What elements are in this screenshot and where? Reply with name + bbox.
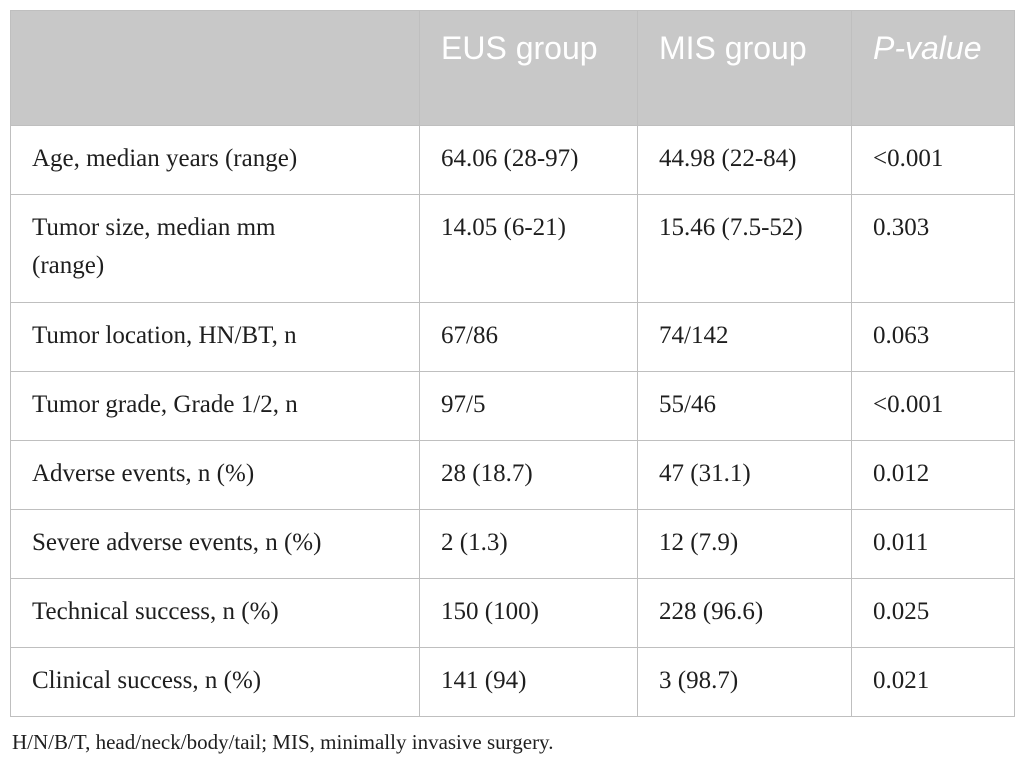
table-row: Tumor size, median mm (range) 14.05 (6-2… (10, 194, 1015, 303)
p-value: 0.011 (851, 509, 1015, 579)
table-row: Tumor grade, Grade 1/2, n 97/5 55/46 <0.… (10, 371, 1015, 441)
header-cell-mis-group: MIS group (637, 10, 852, 126)
mis-value: 15.46 (7.5-52) (637, 194, 852, 303)
p-value: 0.063 (851, 302, 1015, 372)
header-cell-p-value: P-value (851, 10, 1015, 126)
eus-value: 28 (18.7) (419, 440, 638, 510)
mis-value: 3 (98.7) (637, 647, 852, 717)
row-label: Clinical success, n (%) (10, 647, 420, 717)
p-value: <0.001 (851, 371, 1015, 441)
eus-value: 67/86 (419, 302, 638, 372)
header-cell-eus-group: EUS group (419, 10, 638, 126)
table-body: Age, median years (range) 64.06 (28-97) … (10, 125, 1015, 717)
table-row: Tumor location, HN/BT, n 67/86 74/142 0.… (10, 302, 1015, 372)
row-label: Tumor grade, Grade 1/2, n (10, 371, 420, 441)
p-value: 0.021 (851, 647, 1015, 717)
table-row: Age, median years (range) 64.06 (28-97) … (10, 125, 1015, 195)
p-value: 0.012 (851, 440, 1015, 510)
eus-value: 14.05 (6-21) (419, 194, 638, 303)
p-value: 0.303 (851, 194, 1015, 303)
mis-value: 74/142 (637, 302, 852, 372)
row-label: Severe adverse events, n (%) (10, 509, 420, 579)
eus-value: 150 (100) (419, 578, 638, 648)
mis-value: 228 (96.6) (637, 578, 852, 648)
table-header: EUS group MIS group P-value (10, 10, 1015, 126)
data-table-container: EUS group MIS group P-value Age, median … (10, 10, 1015, 717)
mis-value: 55/46 (637, 371, 852, 441)
row-label: Adverse events, n (%) (10, 440, 420, 510)
table-row: Technical success, n (%) 150 (100) 228 (… (10, 578, 1015, 648)
row-label: Technical success, n (%) (10, 578, 420, 648)
row-label: Tumor location, HN/BT, n (10, 302, 420, 372)
p-value: <0.001 (851, 125, 1015, 195)
mis-value: 12 (7.9) (637, 509, 852, 579)
eus-value: 141 (94) (419, 647, 638, 717)
eus-value: 2 (1.3) (419, 509, 638, 579)
mis-value: 47 (31.1) (637, 440, 852, 510)
table-row: Clinical success, n (%) 141 (94) 3 (98.7… (10, 647, 1015, 717)
comparison-table: EUS group MIS group P-value Age, median … (10, 10, 1015, 717)
table-footnote: H/N/B/T, head/neck/body/tail; MIS, minim… (12, 730, 554, 754)
header-row: EUS group MIS group P-value (10, 10, 1015, 126)
eus-value: 97/5 (419, 371, 638, 441)
eus-value: 64.06 (28-97) (419, 125, 638, 195)
header-cell-empty (10, 10, 420, 126)
p-value: 0.025 (851, 578, 1015, 648)
table-row: Adverse events, n (%) 28 (18.7) 47 (31.1… (10, 440, 1015, 510)
mis-value: 44.98 (22-84) (637, 125, 852, 195)
row-label: Age, median years (range) (10, 125, 420, 195)
table-row: Severe adverse events, n (%) 2 (1.3) 12 … (10, 509, 1015, 579)
row-label: Tumor size, median mm (range) (10, 194, 420, 303)
